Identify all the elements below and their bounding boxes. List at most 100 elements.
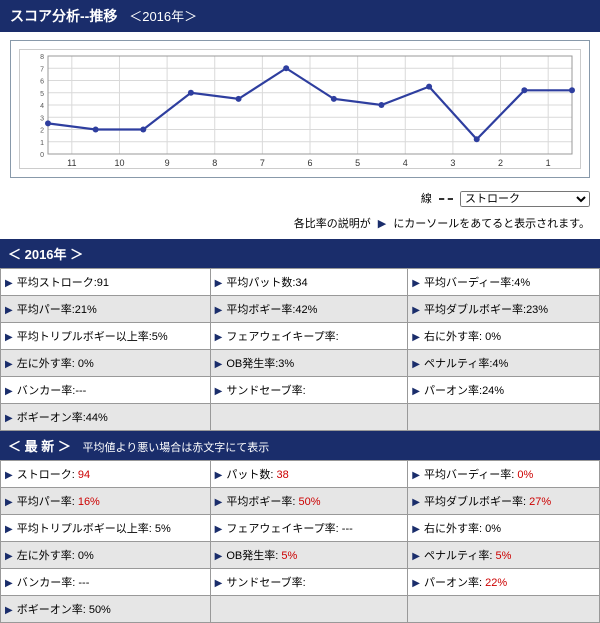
- svg-text:5: 5: [40, 91, 44, 98]
- svg-text:4: 4: [40, 103, 44, 110]
- svg-text:0: 0: [40, 152, 44, 159]
- stat-value: 0%: [482, 331, 501, 343]
- stat-label: パット数:: [226, 469, 273, 481]
- stat-cell: ▶右に外す率: 0%: [408, 515, 600, 542]
- chart-area: 0123456781110987654321: [19, 49, 581, 169]
- table-row: ▶バンカー率: ---▶サンドセーブ率:▶パーオン率: 22%: [1, 569, 600, 596]
- stat-label: パーオン率:: [424, 577, 482, 589]
- stat-label: 平均ボギー率:: [226, 304, 295, 316]
- stat-cell: ▶バンカー率: ---: [1, 569, 211, 596]
- stat-cell: [210, 596, 408, 623]
- stat-cell: ▶平均ダブルボギー率: 27%: [408, 488, 600, 515]
- stat-cell: ▶サンドセーブ率:: [210, 377, 408, 404]
- stat-cell: ▶ボギーオン率:44%: [1, 404, 211, 431]
- stats-table-2016: ▶平均ストローク:91▶平均パット数:34▶平均バーディー率:4%▶平均パー率:…: [0, 268, 600, 431]
- stat-cell: ▶平均パー率:21%: [1, 296, 211, 323]
- stat-label: フェアウェイキープ率:: [226, 331, 338, 343]
- bullet-icon: ▶: [215, 278, 223, 289]
- stat-label: サンドセーブ率:: [226, 577, 305, 589]
- stat-value: 38: [273, 469, 288, 481]
- svg-text:6: 6: [307, 158, 312, 168]
- bullet-icon: ▶: [412, 470, 420, 481]
- stat-value: 34: [295, 277, 307, 289]
- bullet-icon: ▶: [412, 359, 420, 370]
- stat-cell: ▶平均トリプルボギー以上率: 5%: [1, 515, 211, 542]
- stat-cell: ▶平均パット数:34: [210, 269, 408, 296]
- stat-value: 24%: [482, 385, 504, 397]
- stat-cell: ▶サンドセーブ率:: [210, 569, 408, 596]
- bullet-icon: ▶: [215, 578, 223, 589]
- svg-text:2: 2: [40, 128, 44, 135]
- stat-cell: ▶平均バーディー率:4%: [408, 269, 600, 296]
- bullet-icon: ▶: [412, 524, 420, 535]
- svg-text:7: 7: [40, 66, 44, 73]
- bullet-icon: ▶: [215, 497, 223, 508]
- stat-label: バンカー率:: [17, 385, 76, 397]
- stat-label: バンカー率:: [17, 577, 76, 589]
- stats-table-latest: ▶ストローク: 94▶パット数: 38▶平均バーディー率: 0%▶平均パー率: …: [0, 460, 600, 623]
- page-header: スコア分析--推移 ＜2016年＞: [0, 0, 600, 32]
- year-label: ＜2016年＞: [129, 9, 197, 24]
- bullet-icon: ▶: [412, 278, 420, 289]
- stat-cell: ▶平均バーディー率: 0%: [408, 461, 600, 488]
- bullet-icon: ▶: [215, 332, 223, 343]
- stat-cell: ▶左に外す率: 0%: [1, 350, 211, 377]
- svg-text:8: 8: [212, 158, 217, 168]
- svg-text:2: 2: [498, 158, 503, 168]
- table-row: ▶平均ストローク:91▶平均パット数:34▶平均バーディー率:4%: [1, 269, 600, 296]
- stat-label: ペナルティ率:: [424, 358, 492, 370]
- bullet-icon: ▶: [5, 551, 13, 562]
- stat-value: 16%: [75, 496, 100, 508]
- svg-text:7: 7: [260, 158, 265, 168]
- stat-label: ストローク:: [17, 469, 75, 481]
- stat-value: 0%: [482, 523, 501, 535]
- legend-row: 線 ストローク: [0, 186, 600, 211]
- series-select[interactable]: ストローク: [460, 191, 590, 207]
- stat-value: 4%: [492, 358, 508, 370]
- stat-cell: [408, 404, 600, 431]
- stat-value: 21%: [75, 304, 97, 316]
- table-row: ▶左に外す率: 0%▶OB発生率: 5%▶ペナルティ率: 5%: [1, 542, 600, 569]
- table-row: ▶平均パー率: 16%▶平均ボギー率: 50%▶平均ダブルボギー率: 27%: [1, 488, 600, 515]
- stat-value: 50%: [295, 496, 320, 508]
- stat-cell: ▶平均ボギー率:42%: [210, 296, 408, 323]
- stat-label: 左に外す率:: [17, 358, 75, 370]
- stat-label: OB発生率:: [226, 358, 278, 370]
- bullet-icon: ▶: [215, 305, 223, 316]
- table-row: ▶ストローク: 94 ▶ パット数: 38 ▶平均バーディー率: 0%: [1, 461, 600, 488]
- table-row: ▶ボギーオン率:44%: [1, 404, 600, 431]
- table-row: ▶平均トリプルボギー以上率: 5%▶フェアウェイキープ率: ---▶右に外す率:…: [1, 515, 600, 542]
- legend-dash: [439, 198, 453, 200]
- table-row: ▶左に外す率: 0%▶OB発生率:3%▶ペナルティ率:4%: [1, 350, 600, 377]
- bullet-icon: ▶: [5, 578, 13, 589]
- stat-cell: ▶ストローク: 94: [1, 461, 211, 488]
- stat-cell: ▶フェアウェイキープ率:: [210, 323, 408, 350]
- stat-cell: ▶左に外す率: 0%: [1, 542, 211, 569]
- bullet-icon: ▶: [5, 278, 13, 289]
- bullet-icon: ▶: [412, 305, 420, 316]
- svg-text:5: 5: [355, 158, 360, 168]
- bullet-icon: ▶: [215, 551, 223, 562]
- svg-text:1: 1: [40, 140, 44, 147]
- stat-cell: [408, 596, 600, 623]
- stat-value: 27%: [526, 496, 551, 508]
- table-row: ▶平均パー率:21%▶平均ボギー率:42%▶平均ダブルボギー率:23%: [1, 296, 600, 323]
- svg-text:4: 4: [403, 158, 408, 168]
- stat-label: サンドセーブ率:: [226, 385, 305, 397]
- stat-value: 5%: [152, 523, 171, 535]
- stat-cell: ▶平均ストローク:91: [1, 269, 211, 296]
- bullet-icon: ▶: [412, 497, 420, 508]
- section1-header: ＜ 2016年 ＞: [0, 239, 600, 268]
- svg-text:10: 10: [114, 158, 124, 168]
- bullet-icon: ▶: [215, 359, 223, 370]
- note-row: 各比率の説明が ▶ にカーソールをあてると表示されます。: [0, 211, 600, 239]
- bullet-icon: ▶: [5, 332, 13, 343]
- section1-title: ＜ 2016年 ＞: [8, 247, 83, 262]
- section2-title: ＜ 最 新 ＞: [8, 439, 71, 454]
- stat-label: 平均ダブルボギー率:: [424, 304, 526, 316]
- svg-text:9: 9: [165, 158, 170, 168]
- svg-text:3: 3: [450, 158, 455, 168]
- bullet-icon: ▶: [5, 359, 13, 370]
- bullet-icon: ▶: [5, 305, 13, 316]
- page-title: スコア分析--推移: [10, 8, 117, 24]
